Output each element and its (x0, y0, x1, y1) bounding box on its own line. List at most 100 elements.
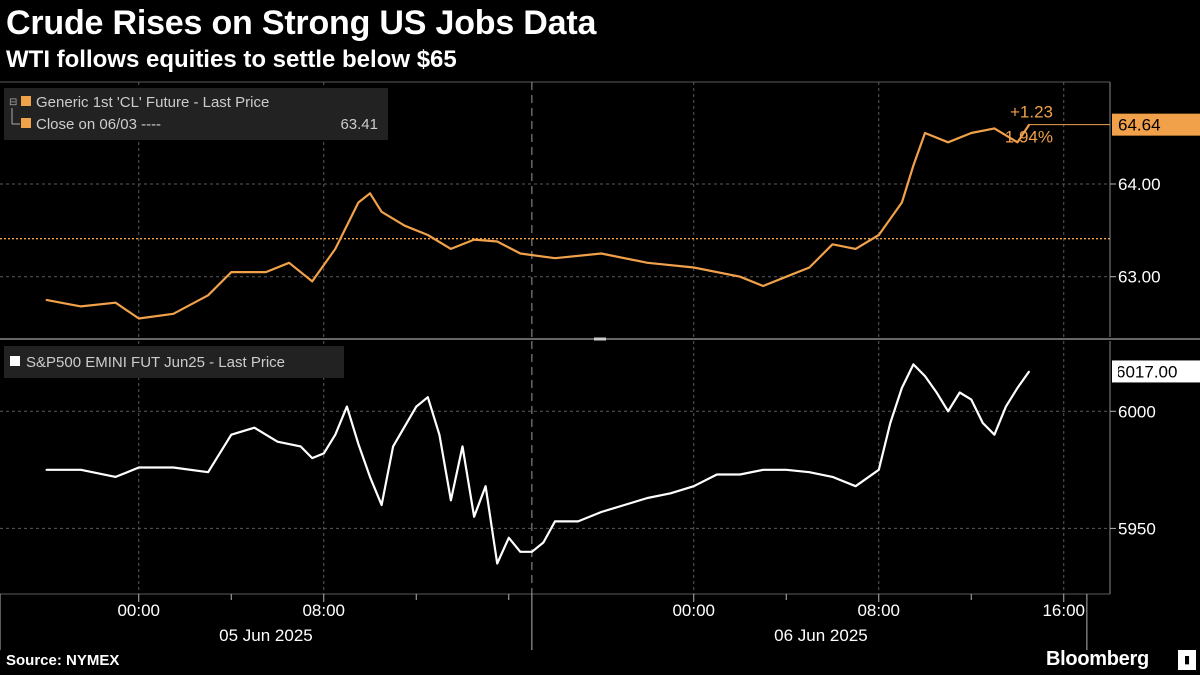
oil-point-27 (808, 266, 811, 269)
oil-point-23 (692, 266, 695, 269)
x-tick-label-1: 08:00 (302, 601, 345, 620)
y-tick-label-1-1: 6000 (1118, 402, 1156, 421)
oil-point-31 (901, 201, 903, 204)
spx-point-31 (577, 520, 579, 523)
oil-point-0 (45, 299, 48, 301)
spx-last-value: 6017.00 (1116, 362, 1177, 381)
oil-point-13 (380, 211, 383, 213)
spx-point-32 (600, 511, 603, 513)
oil-point-15 (427, 234, 429, 236)
oil-point-3 (137, 317, 140, 320)
spx-point-51 (958, 391, 961, 394)
legend-oil-swatch (21, 96, 31, 106)
oil-point-36 (993, 127, 996, 130)
oil-point-21 (600, 252, 603, 255)
oil-series-line-0 (46, 124, 1031, 320)
oil-point-5 (207, 294, 209, 297)
grid-layer (0, 82, 1110, 594)
y-tick-label-1-0: 5950 (1118, 519, 1156, 538)
oil-point-4 (172, 313, 175, 315)
spx-point-6 (230, 433, 233, 436)
oil-point-28 (831, 243, 834, 246)
spx-point-48 (924, 375, 926, 377)
spx-point-38 (739, 473, 741, 476)
spx-point-8 (276, 440, 279, 443)
spx-point-0 (45, 469, 48, 471)
spx-point-23 (473, 515, 475, 518)
spx-point-43 (854, 485, 857, 488)
oil-change-percent: 1.94% (1005, 128, 1053, 147)
spx-point-33 (623, 504, 626, 506)
spx-point-55 (1005, 405, 1007, 408)
spx-point-15 (369, 476, 371, 478)
spx-point-45 (889, 422, 892, 424)
spx-point-54 (993, 433, 996, 436)
spx-point-1 (80, 469, 82, 471)
spx-point-24 (484, 485, 487, 488)
spx-point-19 (427, 396, 429, 399)
bloomberg-mark-icon: ▮ (1178, 650, 1196, 670)
legend-close-value: 63.41 (340, 116, 378, 133)
legend-top-bg (4, 88, 388, 140)
spx-point-27 (519, 551, 522, 553)
spx-point-20 (438, 433, 441, 436)
spx-point-40 (785, 469, 788, 471)
spx-point-2 (114, 476, 117, 478)
oil-point-11 (357, 201, 360, 204)
legend-bottom: S&P500 EMINI FUT Jun25 - Last Price (4, 346, 344, 378)
spx-point-7 (253, 426, 256, 429)
x-tick-label-4: 16:00 (1042, 601, 1085, 620)
oil-last-value-flag (1112, 113, 1200, 136)
spx-point-25 (496, 562, 498, 565)
spx-point-29 (542, 541, 545, 544)
oil-change-absolute: +1.23 (1010, 103, 1053, 122)
flag-layer: 64.64 +1.23 1.94% 6017.00 (1005, 103, 1200, 383)
oil-point-7 (265, 271, 267, 273)
oil-point-6 (230, 271, 233, 273)
oil-point-16 (450, 248, 452, 250)
legend-collapse-icon[interactable]: ⊟ (9, 97, 17, 108)
legend-spx-label: S&P500 EMINI FUT Jun25 - Last Price (26, 354, 285, 371)
series-layer (0, 123, 1110, 565)
x-date-label-0: 05 Jun 2025 (219, 626, 313, 645)
spx-point-53 (982, 422, 984, 424)
oil-point-30 (877, 234, 880, 236)
y-tick-label-0-0: 63.00 (1118, 268, 1161, 287)
oil-point-2 (114, 301, 117, 304)
oil-point-1 (80, 305, 82, 308)
spx-point-30 (554, 520, 556, 523)
spx-point-52 (970, 398, 973, 401)
spx-point-42 (831, 476, 834, 478)
axis-layer: 00:00 08:00 00:00 08:00 16:00 05 Jun 2025 06 J… (0, 175, 1161, 650)
spx-point-4 (172, 466, 175, 469)
spx-point-34 (646, 497, 649, 499)
spx-point-47 (912, 363, 915, 366)
legend-bottom-bg (4, 346, 344, 378)
oil-point-20 (554, 257, 556, 259)
spx-flag-pointer (1112, 365, 1118, 378)
spx-point-44 (877, 469, 880, 471)
x-tick-label-0: 00:00 (117, 601, 160, 620)
spx-point-10 (311, 457, 313, 459)
legend-close-swatch (21, 118, 31, 128)
x-tick-label-2: 00:00 (672, 601, 715, 620)
spx-point-11 (322, 452, 325, 455)
oil-point-9 (311, 280, 313, 283)
oil-point-29 (854, 248, 857, 250)
legend-oil-label: Generic 1st 'CL' Future - Last Price (36, 94, 269, 111)
oil-point-18 (496, 240, 498, 243)
chart-subtitle: WTI follows equities to settle below $65 (6, 46, 457, 73)
oil-point-33 (924, 132, 926, 134)
spx-point-28 (531, 551, 533, 553)
oil-point-25 (762, 285, 764, 287)
oil-point-24 (739, 275, 741, 278)
spx-point-22 (461, 445, 464, 448)
oil-point-10 (334, 248, 337, 250)
oil-last-value: 64.64 (1118, 116, 1161, 135)
spx-point-57 (1028, 370, 1030, 373)
spx-point-16 (380, 504, 383, 506)
spx-point-41 (808, 471, 811, 473)
oil-point-22 (646, 262, 649, 264)
x-date-label-1: 06 Jun 2025 (774, 626, 868, 645)
